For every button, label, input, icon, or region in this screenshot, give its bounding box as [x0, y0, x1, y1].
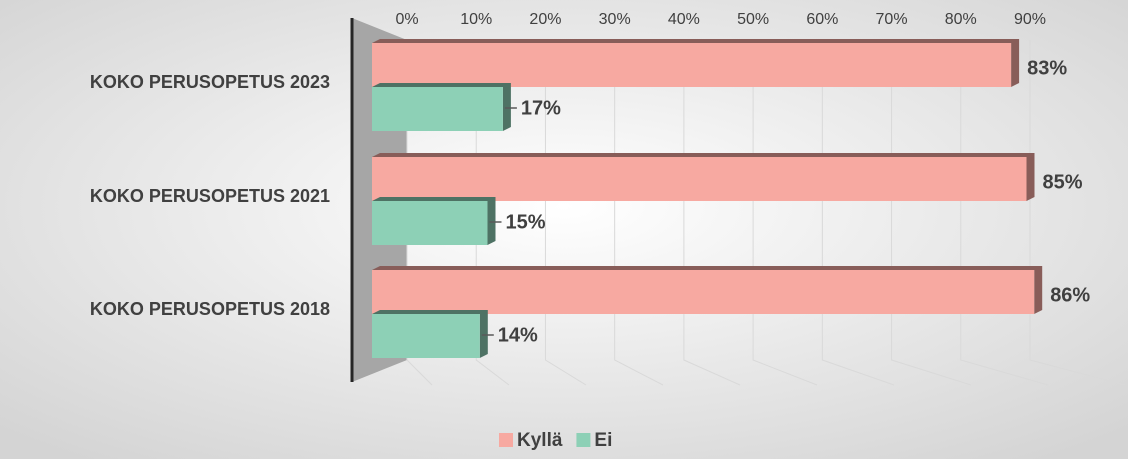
data-label: 85% — [1043, 171, 1083, 193]
x-tick-label: 80% — [945, 11, 977, 28]
x-tick-label: 20% — [529, 11, 561, 28]
data-label: 86% — [1050, 284, 1090, 306]
x-tick-label: 90% — [1014, 11, 1046, 28]
legend-swatch — [499, 433, 513, 447]
grid-line — [821, 40, 895, 386]
grid-line — [406, 40, 433, 386]
grid-line — [683, 40, 741, 386]
grid-line — [544, 40, 587, 386]
x-tick-label: 10% — [460, 11, 492, 28]
x-tick-label: 50% — [737, 11, 769, 28]
bar — [372, 270, 1035, 314]
x-tick-label: 70% — [876, 11, 908, 28]
grid-line — [752, 40, 818, 386]
category-label: KOKO PERUSOPETUS 2021 — [90, 186, 330, 206]
grid-line — [1029, 40, 1126, 386]
bar — [372, 43, 1012, 87]
bar — [372, 314, 480, 358]
data-label: 17% — [521, 97, 561, 119]
data-label: 15% — [506, 211, 546, 233]
category-label: KOKO PERUSOPETUS 2018 — [90, 299, 330, 319]
x-tick-label: 0% — [395, 11, 418, 28]
bar — [372, 157, 1027, 201]
bar — [372, 87, 503, 131]
grid-line — [614, 40, 664, 386]
grid-line — [475, 40, 510, 386]
data-label: 83% — [1027, 57, 1067, 79]
grid-line — [960, 40, 1049, 386]
x-tick-label: 30% — [599, 11, 631, 28]
legend-label: Ei — [594, 430, 612, 451]
data-label: 14% — [498, 324, 538, 346]
category-label: KOKO PERUSOPETUS 2023 — [90, 72, 330, 92]
legend-swatch — [576, 433, 591, 447]
x-tick-label: 60% — [806, 11, 838, 28]
bar — [372, 201, 488, 245]
x-tick-label: 40% — [668, 11, 700, 28]
legend-label: Kyllä — [517, 430, 563, 451]
grid-line — [891, 40, 972, 386]
